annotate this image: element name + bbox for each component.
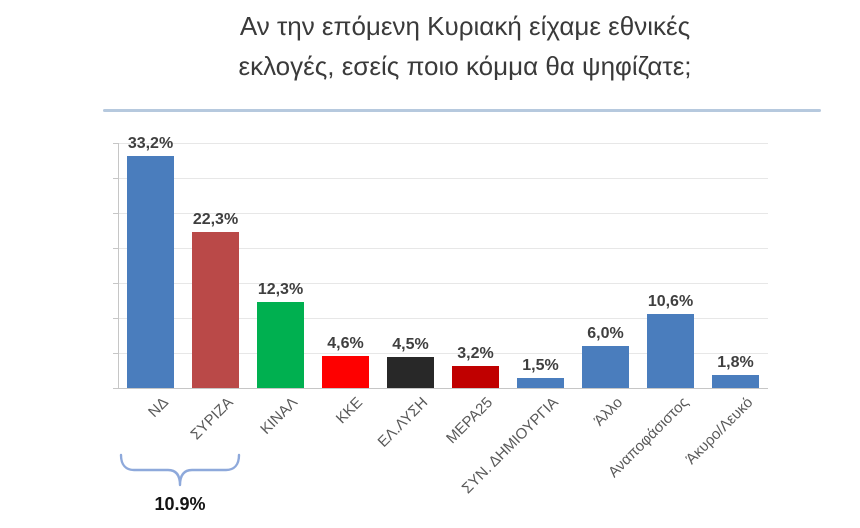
y-axis-tick	[113, 388, 118, 389]
bar	[322, 355, 369, 388]
bar	[582, 346, 629, 388]
category-label: ΝΔ	[144, 394, 172, 421]
y-axis-tick	[113, 143, 118, 144]
bar-value-label: 3,2%	[457, 344, 494, 362]
bar-value-label: 1,8%	[717, 354, 754, 372]
y-axis-tick	[113, 248, 118, 249]
category-label: ΚΚΕ	[333, 394, 367, 428]
category-label: ΜΕΡΑ25	[443, 394, 497, 448]
gridline	[118, 318, 768, 319]
difference-value-label: 10.9%	[154, 494, 206, 514]
category-label: ΕΛ.ΛΥΣΗ	[374, 394, 432, 451]
bar-value-label: 33,2%	[127, 134, 174, 152]
y-axis-tick	[113, 318, 118, 319]
bar	[712, 375, 759, 388]
bar	[387, 356, 434, 388]
bar-value-label: 10,6%	[647, 292, 694, 310]
gridline	[118, 283, 768, 284]
chart-title-line-2: εκλογές, εσείς ποιο κόμμα θα ψηφίζατε;	[238, 51, 692, 81]
bar	[127, 155, 174, 388]
gridline	[118, 353, 768, 354]
bar	[192, 231, 239, 388]
gridline	[118, 248, 768, 249]
bar-value-label: 4,5%	[392, 335, 429, 353]
category-label: Άλλο	[591, 394, 627, 430]
bar-value-label: 12,3%	[257, 280, 304, 298]
bar	[257, 301, 304, 388]
bar-value-label: 1,5%	[522, 356, 559, 374]
bar-value-label: 22,3%	[192, 210, 239, 228]
bar	[452, 365, 499, 388]
y-axis-tick	[113, 353, 118, 354]
bar-value-label: 6,0%	[587, 325, 624, 342]
gridline	[118, 178, 768, 179]
y-axis	[118, 143, 119, 388]
bar	[647, 313, 694, 388]
gridline	[118, 213, 768, 214]
gridline	[118, 143, 768, 144]
y-axis-tick	[113, 178, 118, 179]
x-axis	[118, 388, 768, 389]
category-label: ΚΙΝΑΛ	[257, 394, 302, 438]
bar-value-label: 4,6%	[327, 334, 364, 352]
category-label: ΣΥΡΙΖΑ	[187, 394, 237, 444]
difference-brace	[119, 453, 241, 487]
bar	[517, 377, 564, 388]
chart-title-line-1: Αν την επόμενη Κυριακή είχαμε εθνικές	[239, 11, 691, 41]
chart-title: Αν την επόμενη Κυριακή είχαμε εθνικές εκ…	[95, 6, 835, 86]
category-label: Άκυρο/Λευκό	[682, 394, 757, 468]
y-axis-tick	[113, 213, 118, 214]
title-divider-line	[103, 109, 821, 112]
y-axis-tick	[113, 283, 118, 284]
